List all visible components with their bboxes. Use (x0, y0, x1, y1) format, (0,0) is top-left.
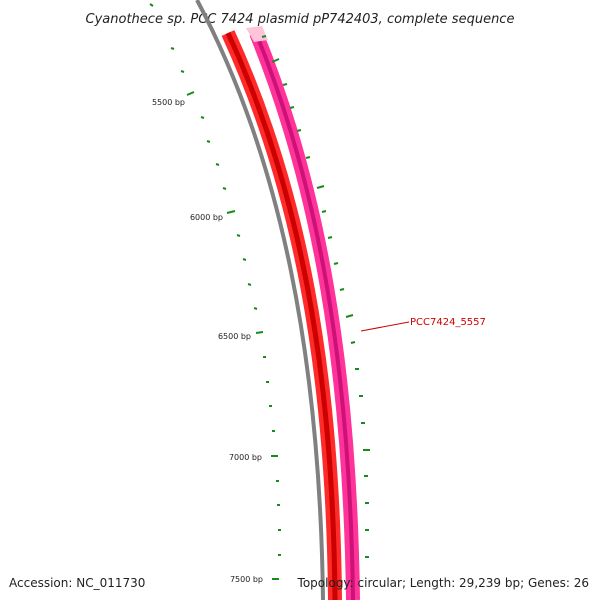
backbone-arc (195, 0, 325, 600)
tick-label-7500: 7500 bp (230, 575, 263, 584)
tick-label-6500: 6500 bp (218, 332, 251, 341)
gene-label-leader (360, 321, 410, 332)
topology-summary: Topology: circular; Length: 29,239 bp; G… (297, 576, 589, 590)
gene-label-pcc7424-5557[interactable]: PCC7424_5557 (410, 317, 486, 328)
map-title: Cyanothece sp. PCC 7424 plasmid pP742403… (86, 12, 515, 27)
tick-label-6000: 6000 bp (190, 213, 223, 222)
inner-ticks (149, 3, 281, 580)
gene-band-start (246, 26, 268, 42)
cds-band-inner (225, 31, 338, 600)
gene-band-inner (254, 32, 355, 600)
tick-label-7000: 7000 bp (229, 453, 262, 462)
tick-label-5500: 5500 bp (152, 98, 185, 107)
outer-ticks (261, 35, 370, 558)
accession-text: Accession: NC_011730 (9, 576, 145, 590)
